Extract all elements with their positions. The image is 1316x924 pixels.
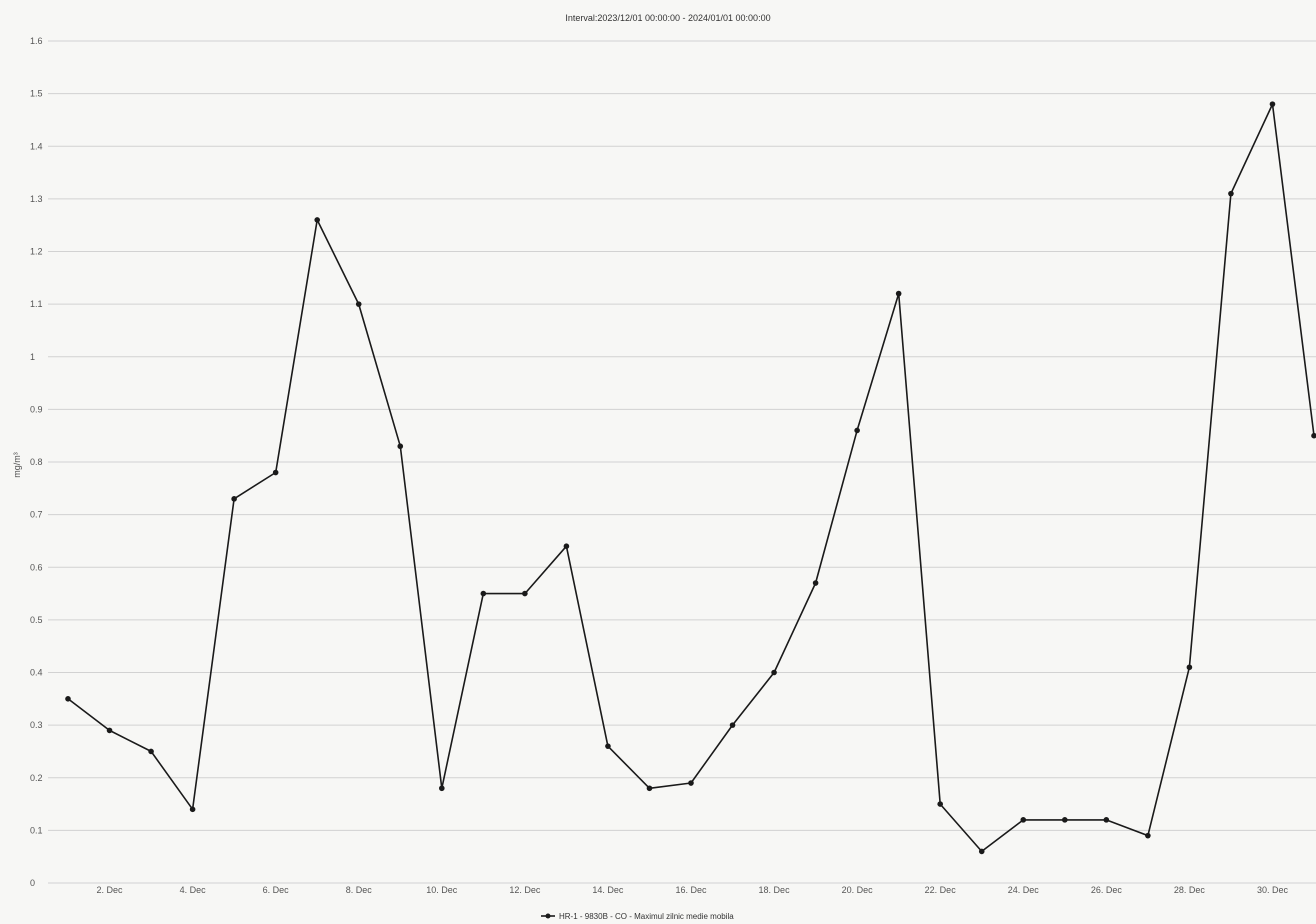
data-point[interactable] bbox=[978, 848, 985, 855]
data-point[interactable] bbox=[937, 801, 943, 807]
y-tick-label: 0.9 bbox=[30, 404, 43, 414]
data-point[interactable] bbox=[272, 469, 279, 476]
series-line bbox=[67, 103, 1315, 853]
legend[interactable]: HR-1 - 9830B - CO - Maximul zilnic medie… bbox=[541, 912, 734, 921]
data-point[interactable] bbox=[1145, 832, 1151, 839]
x-tick-label: 4. Dec bbox=[180, 885, 207, 895]
data-point[interactable] bbox=[480, 590, 487, 597]
y-tick-label: 0.1 bbox=[30, 825, 43, 835]
data-point[interactable] bbox=[895, 290, 902, 297]
y-tick-label: 1.5 bbox=[30, 89, 43, 99]
data-point[interactable] bbox=[189, 806, 196, 813]
x-tick-label: 22. Dec bbox=[925, 885, 957, 895]
data-point[interactable] bbox=[1020, 817, 1027, 823]
data-point[interactable] bbox=[1269, 101, 1276, 107]
series-layer bbox=[65, 101, 1316, 855]
data-point[interactable] bbox=[1228, 190, 1234, 197]
x-tick-label: 12. Dec bbox=[509, 885, 541, 895]
x-tick-label: 24. Dec bbox=[1008, 885, 1040, 895]
data-point[interactable] bbox=[646, 785, 653, 792]
x-tick-label: 20. Dec bbox=[842, 885, 874, 895]
x-tick-label: 2. Dec bbox=[97, 885, 124, 895]
data-point[interactable] bbox=[812, 580, 819, 586]
x-tick-label: 28. Dec bbox=[1174, 885, 1206, 895]
y-tick-label: 0.8 bbox=[30, 457, 43, 467]
y-tick-label: 0.2 bbox=[30, 773, 43, 783]
x-axis-ticks: 2. Dec 4. Dec 6. Dec 8. Dec 10. Dec 12. Dec 14… bbox=[97, 885, 1289, 895]
y-tick-label: 0.3 bbox=[30, 720, 43, 730]
data-point[interactable] bbox=[106, 727, 113, 734]
x-tick-label: 14. Dec bbox=[592, 885, 624, 895]
x-tick-label: 26. Dec bbox=[1091, 885, 1123, 895]
y-tick-label: 0.6 bbox=[30, 562, 43, 572]
data-point[interactable] bbox=[397, 443, 404, 450]
y-tick-label: 1.1 bbox=[30, 299, 43, 309]
data-point[interactable] bbox=[1103, 817, 1110, 823]
y-axis-label: mg/m³ bbox=[12, 452, 22, 478]
y-tick-label: 1.4 bbox=[30, 141, 43, 151]
data-point[interactable] bbox=[854, 427, 860, 434]
legend-series-label: HR-1 - 9830B - CO - Maximul zilnic medie… bbox=[559, 912, 734, 921]
y-tick-label: 0.4 bbox=[30, 668, 43, 678]
data-point[interactable] bbox=[688, 780, 694, 786]
y-tick-label: 0 bbox=[30, 878, 35, 888]
data-point[interactable] bbox=[563, 543, 570, 549]
y-tick-label: 1.6 bbox=[30, 36, 43, 46]
y-tick-label: 0.7 bbox=[30, 510, 43, 520]
data-point[interactable] bbox=[355, 301, 362, 307]
grid-lines bbox=[48, 40, 1316, 884]
data-point[interactable] bbox=[1062, 817, 1068, 823]
y-tick-label: 0.5 bbox=[30, 615, 43, 625]
x-tick-label: 8. Dec bbox=[346, 885, 373, 895]
data-point[interactable] bbox=[65, 696, 71, 702]
y-axis-ticks: 0 0.1 0.2 0.3 0.4 0.5 0.6 0.7 0.8 0.9 1 1.1 1.2 1.3 1.… bbox=[30, 36, 43, 888]
y-tick-label: 1.2 bbox=[30, 247, 43, 257]
data-point[interactable] bbox=[231, 496, 237, 502]
x-tick-label: 18. Dec bbox=[759, 885, 791, 895]
data-point[interactable] bbox=[314, 217, 321, 223]
x-tick-label: 6. Dec bbox=[263, 885, 290, 895]
data-point[interactable] bbox=[771, 669, 777, 676]
x-tick-label: 16. Dec bbox=[675, 885, 707, 895]
chart-title: Interval:2023/12/01 00:00:00 - 2024/01/0… bbox=[565, 13, 770, 23]
data-point[interactable] bbox=[522, 590, 528, 597]
x-tick-label: 30. Dec bbox=[1257, 885, 1289, 895]
data-point[interactable] bbox=[148, 748, 154, 755]
legend-point-marker bbox=[545, 913, 551, 919]
data-point[interactable] bbox=[439, 785, 445, 792]
data-point[interactable] bbox=[1186, 664, 1193, 671]
data-point[interactable] bbox=[605, 743, 611, 749]
x-tick-label: 10. Dec bbox=[426, 885, 458, 895]
y-tick-label: 1 bbox=[30, 352, 35, 362]
data-point[interactable] bbox=[1311, 432, 1316, 439]
y-tick-label: 1.3 bbox=[30, 194, 43, 204]
data-point[interactable] bbox=[729, 722, 736, 728]
